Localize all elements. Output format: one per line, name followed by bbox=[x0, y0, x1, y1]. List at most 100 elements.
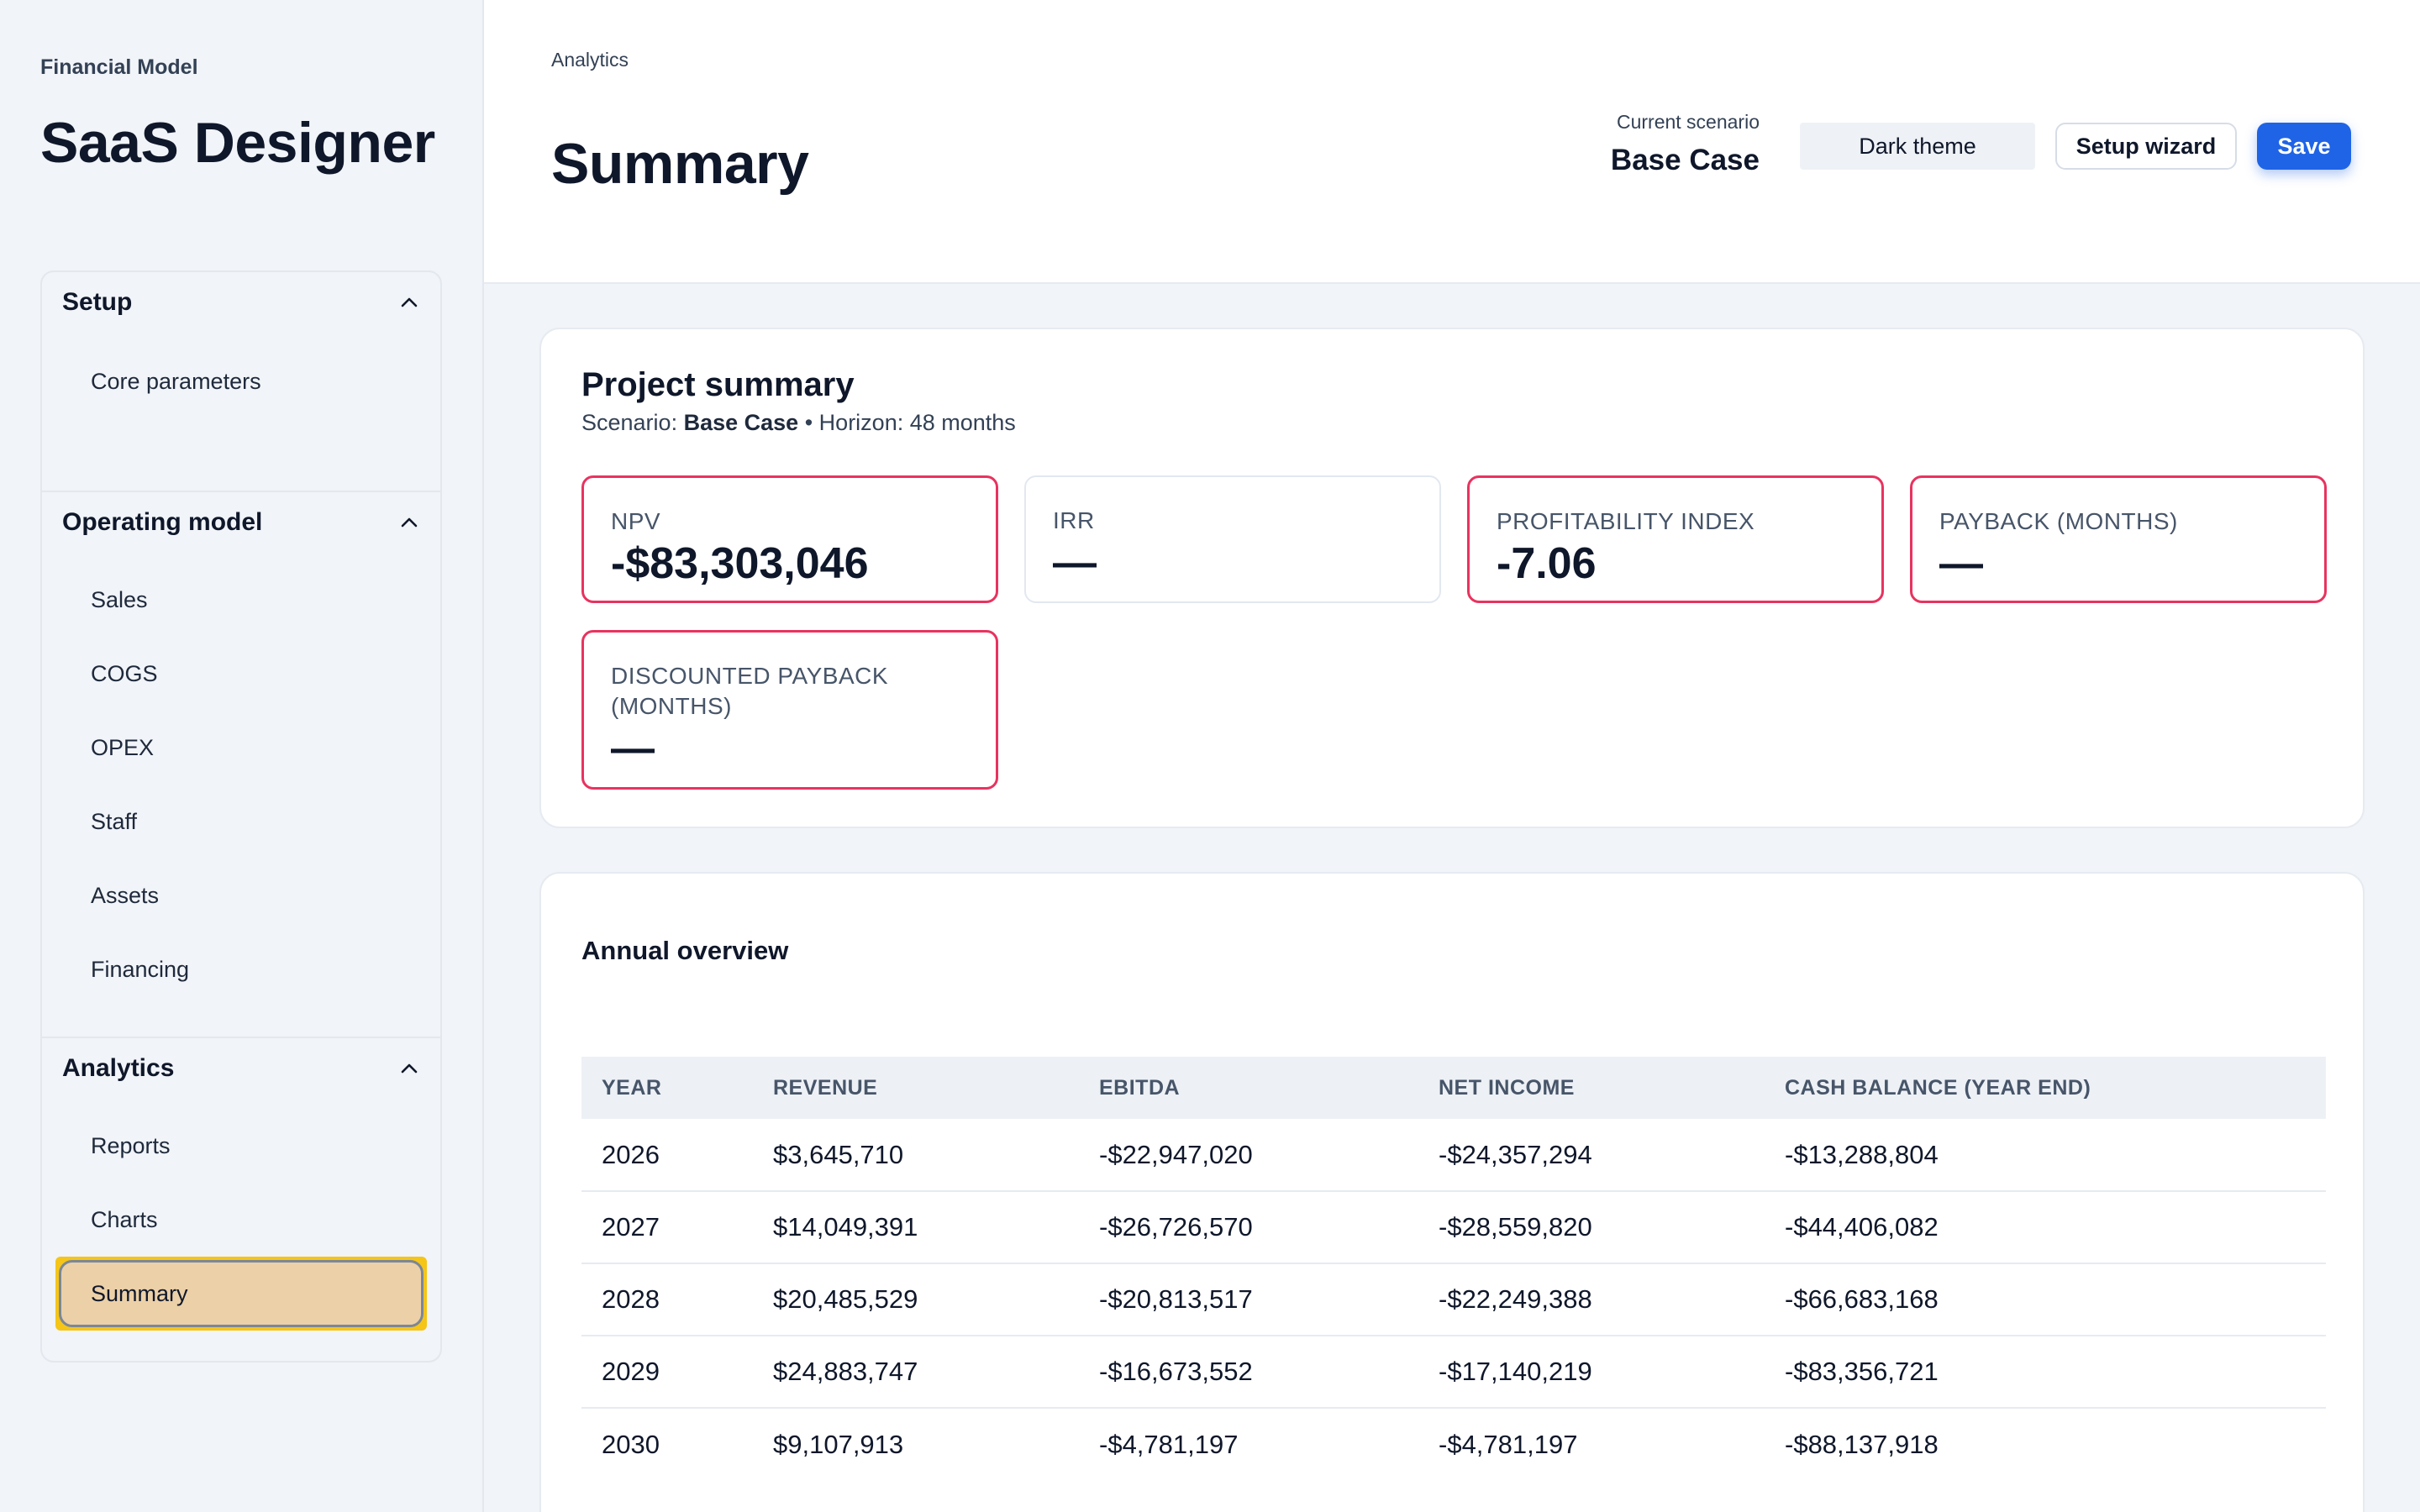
kpi-value: — bbox=[611, 724, 655, 773]
table-cell: -$22,249,388 bbox=[1418, 1263, 1765, 1336]
kpi-value: — bbox=[1939, 539, 1983, 588]
kpi-card-payback: PAYBACK (MONTHS) — bbox=[1910, 475, 2327, 603]
table-row: 2026 $3,645,710 -$22,947,020 -$24,357,29… bbox=[581, 1119, 2326, 1192]
table-cell: -$83,356,721 bbox=[1765, 1336, 2326, 1409]
table-cell: $24,883,747 bbox=[753, 1336, 1079, 1409]
nav-group-analytics-header[interactable]: Analytics bbox=[42, 1038, 440, 1099]
sidebar-item-opex[interactable]: OPEX bbox=[91, 734, 155, 760]
nav-group-operating-model: Operating model Sales COGS OPEX Staff As… bbox=[42, 492, 440, 1038]
dark-theme-button[interactable]: Dark theme bbox=[1800, 123, 2035, 170]
nav-group-setup-items: Core parameters bbox=[42, 344, 440, 491]
nav-group-title: Operating model bbox=[62, 508, 263, 536]
project-summary-card: Project summary Scenario: Base Case • Ho… bbox=[539, 328, 2365, 828]
sidebar-item-staff[interactable]: Staff bbox=[91, 808, 138, 834]
table-cell: -$16,673,552 bbox=[1079, 1336, 1418, 1409]
table-cell: $20,485,529 bbox=[753, 1263, 1079, 1336]
project-summary-subtitle: Scenario: Base Case • Horizon: 48 months bbox=[581, 410, 1016, 436]
kpi-label: DISCOUNTED PAYBACK (MONTHS) bbox=[611, 663, 889, 719]
kpi-label: IRR bbox=[1053, 507, 1095, 533]
table-cell: 2028 bbox=[581, 1263, 753, 1336]
sidebar-item-reports[interactable]: Reports bbox=[91, 1132, 171, 1158]
nav-group-operating-model-header[interactable]: Operating model bbox=[42, 492, 440, 553]
nav-group-setup: Setup Core parameters bbox=[42, 272, 440, 492]
nav-group-title: Setup bbox=[62, 288, 133, 316]
kpi-card-npv: NPV -$83,303,046 bbox=[581, 475, 998, 603]
table-row: 2028 $20,485,529 -$20,813,517 -$22,249,3… bbox=[581, 1263, 2326, 1336]
nav-group-title: Analytics bbox=[62, 1054, 175, 1082]
sidebar: Financial Model SaaS Designer Setup Core… bbox=[0, 0, 484, 1512]
table-header-row: YEAR REVENUE EBITDA NET INCOME CASH BALA… bbox=[581, 1057, 2326, 1119]
scenario-label: Current scenario bbox=[1616, 111, 1760, 133]
table-cell: -$17,140,219 bbox=[1418, 1336, 1765, 1409]
chevron-up-icon[interactable] bbox=[398, 291, 420, 313]
column-header: REVENUE bbox=[753, 1057, 1079, 1119]
kpi-label: PAYBACK (MONTHS) bbox=[1939, 508, 2178, 534]
main-content: Analytics Summary Current scenario Base … bbox=[484, 0, 2420, 1512]
column-header: YEAR bbox=[581, 1057, 753, 1119]
scenario-prefix: Scenario: bbox=[581, 410, 678, 435]
brand-kicker: Financial Model bbox=[40, 55, 198, 79]
nav-group-operating-model-items: Sales COGS OPEX Staff Assets Financing bbox=[42, 553, 440, 1037]
kpi-value: -7.06 bbox=[1497, 539, 1597, 588]
table-cell: -$4,781,197 bbox=[1099, 1429, 1239, 1459]
table-cell: $3,645,710 bbox=[753, 1119, 1079, 1192]
sidebar-item-cogs[interactable]: COGS bbox=[91, 660, 158, 686]
kpi-value: -$83,303,046 bbox=[611, 539, 869, 588]
top-header: Analytics Summary Current scenario Base … bbox=[484, 0, 2420, 284]
scenario-name: Base Case bbox=[1610, 144, 1760, 176]
kpi-value: — bbox=[1053, 538, 1097, 587]
kpi-label: PROFITABILITY INDEX bbox=[1497, 508, 1755, 534]
sidebar-item-core-parameters[interactable]: Core parameters bbox=[91, 368, 261, 394]
chevron-up-icon[interactable] bbox=[398, 512, 420, 533]
table-cell: -$66,683,168 bbox=[1765, 1263, 2326, 1336]
table-cell: -$26,726,570 bbox=[1079, 1191, 1418, 1264]
nav-group-setup-header[interactable]: Setup bbox=[42, 272, 440, 333]
sidebar-item-label: Summary bbox=[59, 1260, 424, 1327]
chevron-up-icon[interactable] bbox=[398, 1058, 420, 1079]
table-row: 2029 $24,883,747 -$16,673,552 -$17,140,2… bbox=[581, 1336, 2326, 1409]
page-title: Summary bbox=[551, 132, 809, 196]
sidebar-item-charts[interactable]: Charts bbox=[91, 1206, 158, 1232]
sidebar-item-assets[interactable]: Assets bbox=[91, 882, 160, 908]
annual-overview-title: Annual overview bbox=[581, 936, 789, 965]
current-scenario: Current scenario Base Case bbox=[1611, 111, 1760, 177]
kpi-card-discounted-payback: DISCOUNTED PAYBACK (MONTHS) — bbox=[581, 630, 998, 790]
table-cell: -$20,813,517 bbox=[1079, 1263, 1418, 1336]
horizon-text: • Horizon: 48 months bbox=[804, 410, 1016, 435]
table-cell: $9,107,913 bbox=[773, 1429, 904, 1459]
brand-title: SaaS Designer bbox=[40, 111, 435, 175]
table-cell: -$13,288,804 bbox=[1765, 1119, 2326, 1192]
project-summary-title: Project summary bbox=[581, 366, 855, 403]
table-row: 2030 $9,107,913 -$4,781,197 -$4,781,197 … bbox=[581, 1408, 2326, 1480]
breadcrumb[interactable]: Analytics bbox=[551, 49, 629, 71]
setup-wizard-button[interactable]: Setup wizard bbox=[2055, 123, 2237, 170]
scenario-name: Base Case bbox=[683, 410, 799, 435]
sidebar-nav: Setup Core parameters Operating model bbox=[40, 270, 442, 1362]
kpi-label: NPV bbox=[611, 508, 661, 534]
table-row: 2027 $14,049,391 -$26,726,570 -$28,559,8… bbox=[581, 1191, 2326, 1264]
nav-group-analytics-items: Reports Charts Summary bbox=[42, 1099, 440, 1361]
table-cell: -$4,781,197 bbox=[1439, 1429, 1578, 1459]
table-cell: 2027 bbox=[581, 1191, 753, 1264]
column-header: EBITDA bbox=[1079, 1057, 1418, 1119]
table-cell: -$28,559,820 bbox=[1418, 1191, 1765, 1264]
save-button[interactable]: Save bbox=[2257, 123, 2351, 170]
table-cell: -$24,357,294 bbox=[1418, 1119, 1765, 1192]
kpi-card-irr: IRR — bbox=[1024, 475, 1441, 603]
table-cell: 2030 bbox=[602, 1429, 660, 1459]
kpi-card-profitability-index: PROFITABILITY INDEX -7.06 bbox=[1467, 475, 1884, 603]
sidebar-item-summary[interactable]: Summary bbox=[55, 1257, 427, 1331]
annual-overview-card: Annual overview YEAR REVENUE EBITDA NET … bbox=[539, 872, 2365, 1512]
table-cell: -$44,406,082 bbox=[1765, 1191, 2326, 1264]
sidebar-item-sales[interactable]: Sales bbox=[91, 586, 148, 612]
nav-group-analytics: Analytics Reports Charts Summary bbox=[42, 1038, 440, 1361]
table-cell: -$88,137,918 bbox=[1785, 1429, 1939, 1459]
column-header: CASH BALANCE (YEAR END) bbox=[1765, 1057, 2326, 1119]
annual-overview-table: YEAR REVENUE EBITDA NET INCOME CASH BALA… bbox=[581, 1057, 2326, 1480]
table-cell: 2026 bbox=[581, 1119, 753, 1192]
column-header: NET INCOME bbox=[1418, 1057, 1765, 1119]
table-cell: -$22,947,020 bbox=[1079, 1119, 1418, 1192]
table-cell: 2029 bbox=[581, 1336, 753, 1409]
sidebar-item-financing[interactable]: Financing bbox=[91, 956, 190, 982]
